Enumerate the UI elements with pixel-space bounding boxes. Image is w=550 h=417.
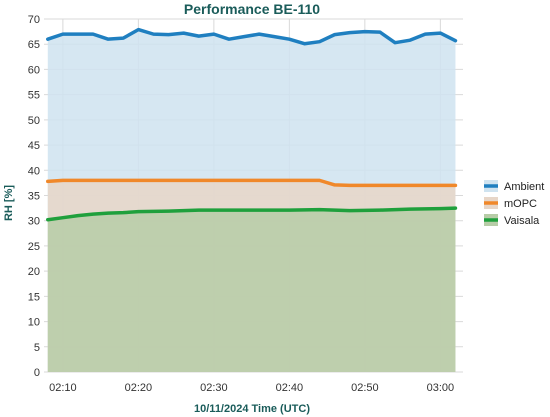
legend: Ambient mOPC Vaisala xyxy=(484,180,544,227)
y-axis-title: RH [%] xyxy=(3,185,15,221)
y-tick-label: 15 xyxy=(28,291,40,303)
y-tick-label: 55 xyxy=(28,90,40,102)
y-tick-label: 10 xyxy=(28,317,40,329)
x-axis-ticks: 02:10 02:20 02:30 02:40 02:50 03:00 xyxy=(49,382,454,394)
series-lines xyxy=(46,27,458,222)
y-tick-label: 50 xyxy=(28,115,40,127)
line-mopc xyxy=(46,178,458,188)
y-tick-label: 35 xyxy=(28,191,40,203)
y-tick-label: 0 xyxy=(34,367,40,379)
legend-label-vaisala: Vaisala xyxy=(504,215,540,227)
x-tick-label: 02:20 xyxy=(125,382,153,394)
y-tick-label: 25 xyxy=(28,241,40,253)
y-tick-label: 30 xyxy=(28,216,40,228)
y-tick-label: 20 xyxy=(28,266,40,278)
line-ambient xyxy=(46,27,458,46)
y-tick-label: 70 xyxy=(28,14,40,26)
x-tick-label: 02:30 xyxy=(200,382,228,394)
y-tick-label: 65 xyxy=(28,39,40,51)
legend-label-ambient: Ambient xyxy=(504,181,544,193)
legend-label-mopc: mOPC xyxy=(504,198,537,210)
x-tick-label: 02:50 xyxy=(351,382,379,394)
line-vaisala xyxy=(46,206,458,222)
y-tick-label: 60 xyxy=(28,64,40,76)
x-tick-label: 03:00 xyxy=(427,382,455,394)
y-tick-label: 40 xyxy=(28,165,40,177)
x-tick-label: 02:10 xyxy=(49,382,77,394)
y-tick-label: 5 xyxy=(34,342,40,354)
series-areas xyxy=(47,29,456,373)
y-axis-ticks: 0 5 10 15 20 25 30 35 40 45 50 55 60 65 70 xyxy=(28,14,40,379)
x-tick-label: 02:40 xyxy=(276,382,304,394)
area-vaisala xyxy=(47,208,456,372)
x-axis-title: 10/11/2024 Time (UTC) xyxy=(194,403,310,415)
chart-title: Performance BE-110 xyxy=(184,1,320,17)
y-tick-label: 45 xyxy=(28,140,40,152)
